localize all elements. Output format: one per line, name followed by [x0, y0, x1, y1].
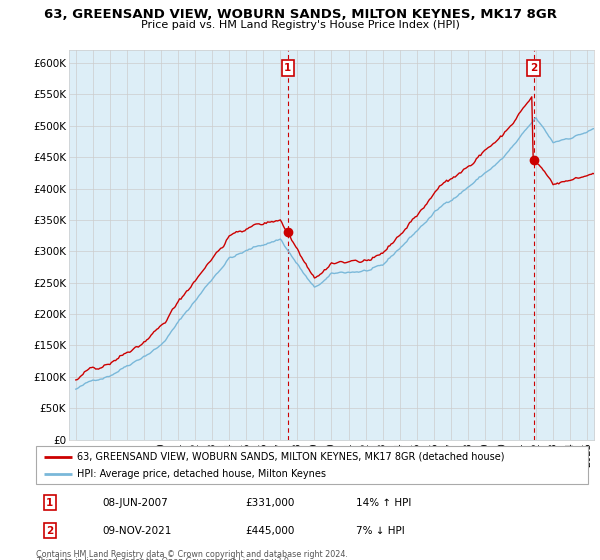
Text: 14% ↑ HPI: 14% ↑ HPI [356, 498, 412, 507]
Text: £445,000: £445,000 [246, 526, 295, 535]
Text: 1: 1 [284, 63, 292, 73]
Text: 2: 2 [46, 526, 53, 535]
Text: 2: 2 [530, 63, 537, 73]
Text: This data is licensed under the Open Government Licence v3.0.: This data is licensed under the Open Gov… [36, 557, 292, 560]
Text: 1: 1 [46, 498, 53, 507]
Text: 63, GREENSAND VIEW, WOBURN SANDS, MILTON KEYNES, MK17 8GR (detached house): 63, GREENSAND VIEW, WOBURN SANDS, MILTON… [77, 451, 505, 461]
Text: £331,000: £331,000 [246, 498, 295, 507]
Text: HPI: Average price, detached house, Milton Keynes: HPI: Average price, detached house, Milt… [77, 469, 326, 479]
Text: 63, GREENSAND VIEW, WOBURN SANDS, MILTON KEYNES, MK17 8GR: 63, GREENSAND VIEW, WOBURN SANDS, MILTON… [44, 8, 557, 21]
Text: 7% ↓ HPI: 7% ↓ HPI [356, 526, 405, 535]
Text: Price paid vs. HM Land Registry's House Price Index (HPI): Price paid vs. HM Land Registry's House … [140, 20, 460, 30]
FancyBboxPatch shape [36, 446, 588, 484]
Text: 09-NOV-2021: 09-NOV-2021 [102, 526, 172, 535]
Text: 08-JUN-2007: 08-JUN-2007 [102, 498, 168, 507]
Text: Contains HM Land Registry data © Crown copyright and database right 2024.: Contains HM Land Registry data © Crown c… [36, 550, 348, 559]
